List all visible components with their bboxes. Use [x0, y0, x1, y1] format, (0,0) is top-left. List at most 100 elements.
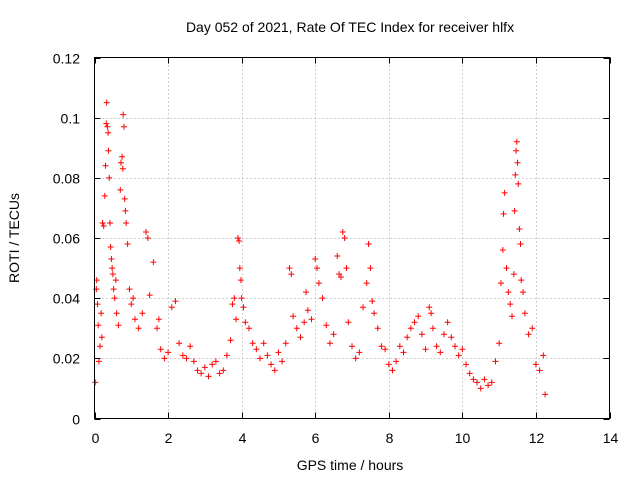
data-point: [360, 304, 367, 311]
data-point: [223, 352, 230, 359]
data-point: [525, 331, 532, 338]
data-point: [369, 298, 376, 305]
x-tick-labels: 0 2 4 6 8 10 12 14: [92, 430, 619, 446]
data-point: [418, 331, 425, 338]
data-point: [343, 265, 350, 272]
y-tick-label: 0.08: [53, 171, 80, 187]
x-tick-label: 14: [603, 430, 619, 446]
data-point: [314, 265, 321, 272]
data-point: [123, 219, 130, 226]
data-point: [540, 352, 547, 359]
grid: [94, 57, 610, 419]
data-point: [100, 222, 107, 229]
data-point: [112, 277, 119, 284]
data-point: [507, 301, 514, 308]
data-point: [236, 265, 243, 272]
data-point: [111, 295, 118, 302]
data-point: [448, 334, 455, 341]
data-point: [212, 358, 219, 365]
data-point: [144, 235, 151, 241]
data-point: [282, 340, 289, 347]
data-point: [249, 340, 256, 347]
data-point: [271, 367, 278, 374]
data-point: [393, 358, 400, 365]
data-point: [135, 325, 142, 332]
data-point: [139, 310, 146, 317]
y-tick-label: 0: [72, 412, 80, 428]
data-point: [155, 316, 162, 323]
data-point: [293, 325, 300, 332]
data-point: [315, 280, 322, 287]
data-point: [433, 343, 440, 350]
data-point: [257, 355, 264, 362]
data-point: [240, 304, 247, 311]
data-point: [301, 319, 308, 326]
data-point: [463, 361, 470, 368]
data-point: [520, 289, 527, 296]
data-point: [209, 361, 216, 368]
data-point: [363, 280, 370, 287]
data-point: [474, 379, 481, 386]
data-point: [400, 349, 407, 356]
data-point: [415, 313, 422, 320]
data-point: [183, 355, 190, 362]
data-point: [227, 337, 234, 344]
y-tick-label: 0.1: [61, 111, 81, 127]
data-point: [187, 343, 194, 350]
data-point: [253, 346, 260, 353]
data-point: [341, 235, 348, 241]
data-point: [104, 123, 111, 130]
data-point: [150, 259, 157, 266]
data-point: [513, 138, 520, 145]
data-point: [237, 277, 244, 284]
data-point: [120, 111, 127, 118]
data-point: [349, 343, 355, 350]
data-point: [109, 265, 116, 272]
data-point: [198, 370, 205, 377]
data-point: [371, 310, 378, 317]
x-axis-title: GPS time / hours: [297, 457, 404, 473]
data-point: [176, 340, 183, 347]
data-point: [542, 391, 549, 398]
data-point: [165, 349, 172, 356]
data-point: [336, 271, 343, 278]
data-point: [514, 159, 521, 166]
data-point: [94, 301, 101, 308]
data-point: [117, 186, 124, 193]
data-point: [220, 367, 227, 374]
data-point: [536, 367, 543, 374]
x-tick-label: 0: [92, 430, 100, 446]
data-point: [374, 325, 381, 332]
data-point: [113, 310, 120, 317]
data-point: [286, 265, 293, 272]
y-tick-label: 0.04: [53, 291, 80, 307]
data-point: [246, 325, 252, 332]
data-point: [444, 319, 451, 326]
data-point: [119, 165, 126, 172]
data-point: [308, 316, 315, 323]
data-point: [501, 189, 508, 196]
data-point: [109, 271, 116, 278]
y-tick-labels: 0 0.02 0.04 0.06 0.08 0.1 0.12: [53, 51, 80, 428]
data-point: [115, 322, 122, 329]
data-point: [260, 340, 267, 347]
data-point: [515, 180, 522, 187]
data-point: [146, 292, 153, 299]
data-point: [312, 256, 319, 263]
data-point: [470, 376, 477, 383]
data-point: [275, 349, 282, 356]
data-point: [242, 319, 249, 326]
data-point: [205, 373, 212, 380]
data-point: [231, 295, 238, 302]
data-point: [477, 385, 484, 392]
data-point: [101, 192, 108, 199]
x-tick-label: 2: [165, 430, 173, 446]
data-point: [516, 225, 523, 232]
data-point: [95, 322, 102, 329]
data-point: [385, 361, 392, 368]
data-point: [157, 346, 164, 353]
data-point: [455, 352, 462, 359]
data-point: [411, 319, 418, 326]
data-point: [234, 235, 241, 241]
data-point: [326, 340, 333, 347]
